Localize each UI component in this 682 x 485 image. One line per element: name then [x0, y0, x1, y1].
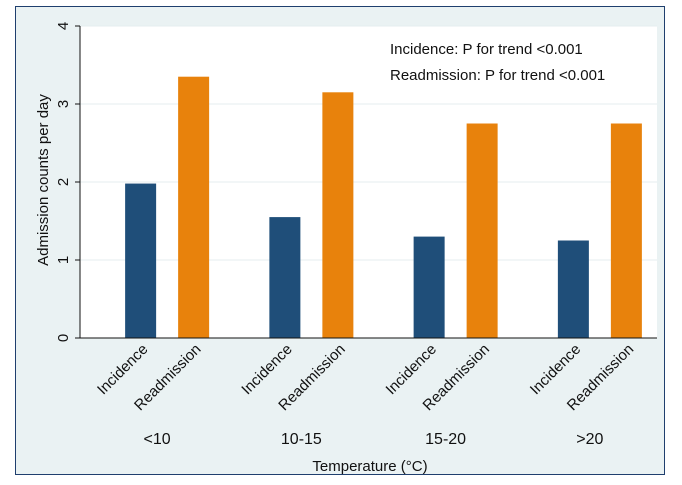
- y-tick-label: 3: [55, 100, 72, 108]
- bar-readmission-1: [322, 92, 354, 338]
- group-label: <10: [144, 431, 171, 448]
- bar-incidence-3: [557, 240, 589, 338]
- y-axis-title: Admission counts per day: [35, 94, 52, 266]
- y-tick-label: 0: [55, 334, 72, 342]
- bar-incidence-1: [269, 217, 301, 338]
- y-tick-labels: 0 1 2 3 4: [55, 22, 72, 342]
- gridlines: [80, 25, 657, 261]
- group-label: >20: [576, 431, 603, 448]
- bar-incidence-0: [125, 183, 157, 338]
- bar-readmission-3: [610, 123, 642, 338]
- annotation-readmission-trend: Readmission: P for trend <0.001: [390, 67, 605, 84]
- bars: [125, 76, 642, 338]
- group-labels: <10 10-15 15-20 >20: [144, 431, 604, 448]
- axes: [75, 25, 657, 339]
- bar-incidence-2: [413, 236, 445, 338]
- bar-readmission-2: [466, 123, 498, 338]
- annotation-incidence-trend: Incidence: P for trend <0.001: [390, 41, 583, 58]
- bar-readmission-0: [178, 76, 210, 338]
- group-label: 15-20: [425, 431, 466, 448]
- y-tick-label: 1: [55, 256, 72, 264]
- y-tick-label: 4: [55, 22, 72, 30]
- x-axis-title: Temperature (°C): [312, 458, 427, 475]
- y-tick-label: 2: [55, 178, 72, 186]
- group-label: 10-15: [281, 431, 322, 448]
